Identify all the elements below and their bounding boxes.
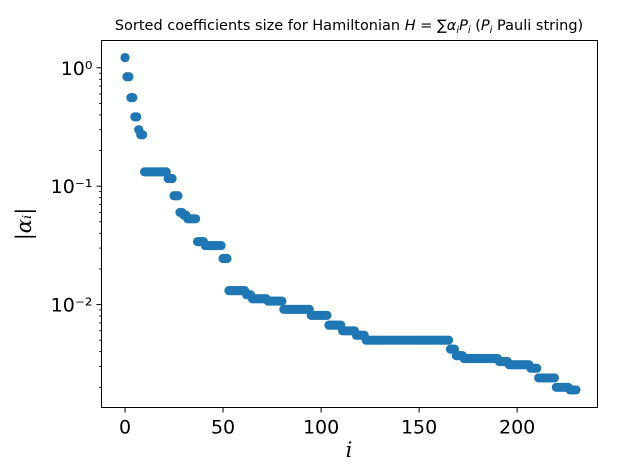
data-point [549,373,559,383]
plot-frame [101,40,598,408]
data-points [120,52,581,395]
data-point [138,130,148,140]
data-point [124,72,134,82]
data-point [532,363,542,373]
x-axis-label: i [346,438,353,462]
x-tick-label: 150 [401,417,437,439]
chart-title: Sorted coefficients size for Hamiltonian… [115,18,583,36]
x-tick-label: 200 [499,417,535,439]
data-point [167,173,177,184]
y-tick-label: 10⁻² [51,295,93,317]
data-point [216,240,226,251]
y-axis-ticks: 10⁰ 10⁻¹ 10⁻² [51,58,102,388]
data-point [571,385,581,395]
data-point [322,310,332,320]
y-tick-label: 10⁰ [61,58,93,80]
data-point [128,92,138,103]
x-tick-label: 50 [211,417,235,439]
data-point [132,112,142,122]
data-point [443,335,454,345]
data-point [120,52,130,63]
x-tick-label: 0 [119,417,131,439]
data-point [191,214,201,224]
data-point [173,191,183,201]
data-point [277,296,287,306]
x-axis-ticks: 0 50 100 150 200 [119,407,535,439]
data-point [222,253,232,264]
y-axis-label: |αᵢ| [12,208,37,241]
x-tick-label: 100 [303,417,339,439]
y-tick-label: 10⁻¹ [51,176,93,198]
